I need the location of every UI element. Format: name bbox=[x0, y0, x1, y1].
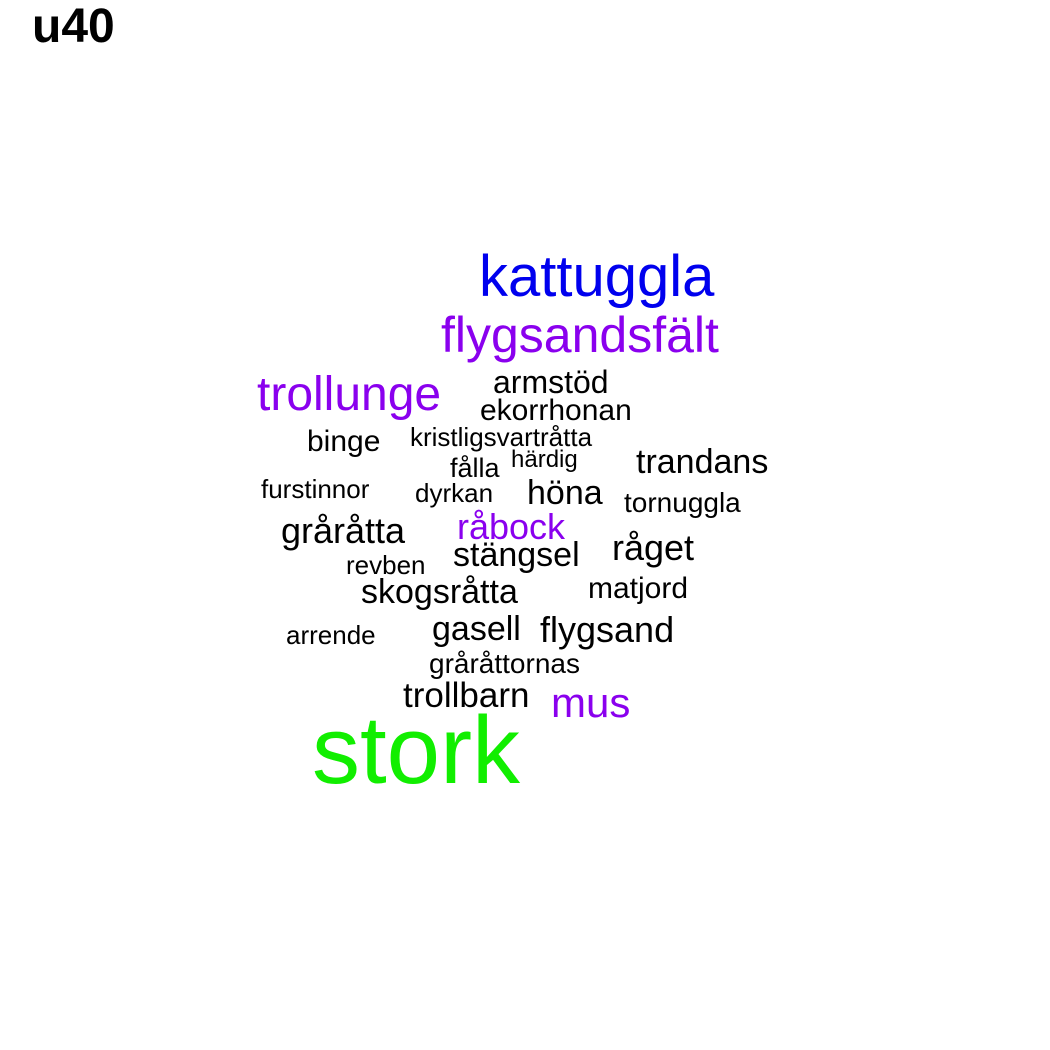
word-gasell: gasell bbox=[432, 610, 521, 648]
word-grararatta: gråråtta bbox=[281, 510, 406, 551]
word-trollunge: trollunge bbox=[257, 368, 442, 421]
word-binge: binge bbox=[307, 425, 381, 458]
word-trandans: trandans bbox=[636, 443, 769, 481]
word-arrende: arrende bbox=[286, 620, 376, 650]
word-stork: stork bbox=[312, 697, 521, 804]
word-hona: höna bbox=[527, 474, 603, 512]
word-trollbarn: trollbarn bbox=[403, 676, 530, 715]
word-flygsandsfalt: flygsandsfält bbox=[441, 307, 719, 363]
word-mus: mus bbox=[551, 679, 631, 726]
word-skogsratta: skogsråtta bbox=[361, 573, 518, 611]
word-grarattornas: gråråttornas bbox=[429, 648, 580, 679]
word-hardig: härdig bbox=[511, 446, 578, 473]
word-matjord: matjord bbox=[588, 572, 689, 605]
word-kattuggla: kattuggla bbox=[479, 244, 715, 309]
word-ekorrhonan: ekorrhonan bbox=[480, 394, 632, 427]
word-tornuggla: tornuggla bbox=[624, 487, 741, 518]
page-title: u40 bbox=[32, 0, 115, 53]
word-rabock: råbock bbox=[457, 506, 566, 547]
word-revben: revben bbox=[346, 550, 426, 580]
word-falla: fålla bbox=[450, 453, 500, 483]
word-dyrkan: dyrkan bbox=[415, 478, 494, 508]
word-armstod: armstöd bbox=[493, 364, 609, 400]
word-raget: råget bbox=[612, 527, 695, 568]
word-stangsel: stängsel bbox=[453, 536, 580, 574]
word-kristligsvartratta: kristligsvartråtta bbox=[410, 422, 593, 452]
word-furstinnor: furstinnor bbox=[261, 474, 370, 504]
word-flygsand: flygsand bbox=[540, 609, 675, 650]
